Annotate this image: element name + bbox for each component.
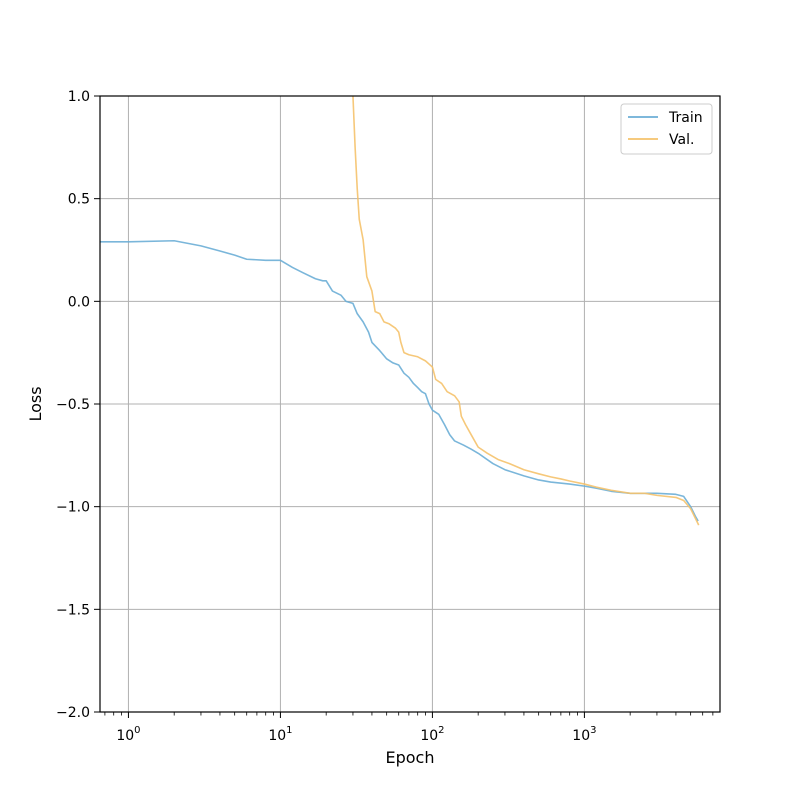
x-tick-label: 102: [420, 725, 444, 744]
series-layer: [100, 95, 700, 526]
legend-label-train: Train: [668, 110, 703, 126]
y-tick-label: −1.0: [56, 500, 90, 516]
legend-label-val: Val.: [669, 132, 694, 148]
x-tick-label: 101: [268, 725, 292, 744]
y-tick-label: 0.0: [68, 294, 90, 310]
x-axis-ticks: 100 101 102 103: [104, 712, 714, 744]
y-axis-label: Loss: [26, 386, 45, 421]
x-axis-label: Epoch: [386, 748, 435, 767]
y-tick-label: 1.0: [68, 89, 90, 105]
y-tick-label: −0.5: [56, 397, 90, 413]
y-tick-label: −2.0: [56, 705, 90, 721]
legend: Train Val.: [620, 103, 713, 155]
series-line-val: [352, 95, 700, 526]
y-tick-label: 0.5: [68, 192, 90, 208]
series-line-train: [100, 239, 699, 522]
y-tick-label: −1.5: [56, 602, 90, 618]
x-tick-label: 103: [572, 725, 596, 744]
y-axis-ticks: 1.0 0.5 0.0 −0.5 −1.0 −1.5 −2.0: [56, 89, 100, 721]
x-tick-label: 100: [116, 725, 140, 744]
grid-lines: [100, 95, 720, 713]
